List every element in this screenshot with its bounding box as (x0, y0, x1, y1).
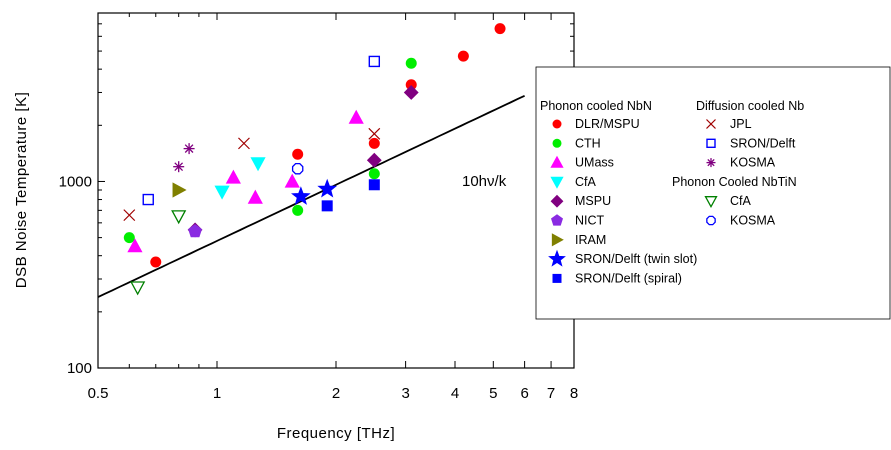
point-cfa (214, 185, 230, 200)
point-umass (225, 169, 241, 184)
legend-marker-nict (551, 214, 563, 226)
x-tick-label: 5 (489, 385, 497, 402)
legend-entry-mspu: MSPU (575, 194, 611, 208)
point-sron-delft (368, 55, 381, 68)
point-dlr-mspu (457, 50, 469, 62)
legend-entry-sron-delft: SRON/Delft (730, 136, 796, 150)
legend-marker-kosma (706, 215, 716, 226)
point-dlr-mspu (494, 23, 506, 35)
point-sron-delft-twin-slot (291, 186, 311, 205)
point-sron-delft (142, 193, 154, 206)
legend-group-title: Diffusion cooled Nb (696, 99, 804, 113)
point-dlr-mspu (292, 148, 304, 160)
point-iram (172, 182, 187, 198)
point-umass (284, 173, 300, 188)
legend-marker-iram (551, 233, 564, 247)
x-tick-label: 6 (520, 385, 528, 402)
point-umass (348, 109, 364, 124)
legend-group-title: Phonon cooled NbN (540, 99, 652, 113)
legend-group-title: Phonon Cooled NbTiN (672, 175, 797, 189)
legend-marker-dlr-mspu (552, 119, 562, 129)
y-tick-label: 100 (67, 360, 92, 377)
point-cfa (171, 210, 187, 225)
x-tick-label: 7 (547, 385, 555, 402)
legend-marker-jpl (706, 119, 716, 129)
point-cth (292, 204, 304, 216)
y-tick-label: 1000 (59, 173, 92, 190)
legend-marker-cth (552, 138, 562, 148)
point-dlr-mspu (405, 79, 417, 91)
point-kosma (291, 163, 304, 175)
point-sron-delft-spiral (321, 200, 333, 212)
legend-marker-sron-delft-spiral (552, 273, 562, 283)
x-tick-label: 3 (401, 385, 409, 402)
point-umass (127, 238, 143, 253)
x-tick-label: 2 (332, 385, 340, 402)
legend-marker-kosma (706, 158, 716, 168)
legend-entry-sron-delft-twin-slot: SRON/Delft (twin slot) (575, 252, 697, 266)
legend-entry-cth: CTH (575, 136, 601, 150)
point-mspu (366, 152, 382, 168)
x-tick-label: 1 (213, 385, 221, 402)
axis-ticks (97, 12, 575, 369)
series-line-10hnu-k (97, 94, 525, 298)
legend-entry-cfa: CfA (730, 194, 752, 208)
legend-entry-kosma: KOSMA (730, 156, 776, 170)
point-kosma (173, 161, 185, 173)
y-axis-title: DSB Noise Temperature [K] (13, 92, 30, 288)
point-cth (123, 232, 135, 244)
legend-entry-nict: NICT (575, 214, 605, 228)
legend-marker-mspu (550, 194, 564, 208)
legend-box (535, 66, 891, 320)
legend-entry-cfa: CfA (575, 175, 597, 189)
legend-entry-umass: UMass (575, 156, 614, 170)
legend-marker-sron-delft-twin-slot (548, 249, 566, 267)
point-nict (188, 224, 202, 238)
data-points (123, 23, 506, 296)
legend-entry-dlr-mspu: DLR/MSPU (575, 117, 640, 131)
x-tick-label: 4 (451, 385, 459, 402)
point-dlr-mspu (150, 256, 162, 268)
x-tick-label: 0.5 (88, 385, 109, 402)
legend-marker-cfa (550, 176, 564, 189)
legend-entry-sron-delft-spiral: SRON/Delft (spiral) (575, 271, 682, 285)
point-jpl (368, 127, 381, 140)
legend-entry-kosma: KOSMA (730, 214, 776, 228)
point-cfa (250, 157, 266, 172)
point-jpl (123, 209, 136, 222)
legend: Phonon cooled NbN DLR/MSPU CTH UMass CfA MSPU… (535, 66, 891, 320)
plot-frame (97, 12, 575, 369)
legend-marker-sron-delft (706, 138, 716, 149)
point-umass (247, 189, 263, 204)
series-line-label: 10hν/k (462, 173, 507, 190)
legend-marker-umass (550, 155, 564, 168)
point-cth (405, 57, 417, 69)
point-mspu (403, 85, 419, 100)
legend-entry-jpl: JPL (730, 117, 752, 131)
legend-entry-iram: IRAM (575, 233, 606, 247)
x-axis-title: Frequency [THz] (277, 425, 395, 442)
point-jpl (238, 137, 250, 150)
x-tick-label: 8 (570, 385, 578, 402)
point-sron-delft-twin-slot (317, 178, 338, 198)
point-cth (368, 168, 380, 180)
point-cfa (130, 281, 146, 296)
point-dlr-mspu (368, 137, 380, 149)
legend-marker-cfa (704, 196, 718, 209)
point-sron-delft-spiral (368, 179, 380, 191)
point-kosma (183, 143, 195, 155)
